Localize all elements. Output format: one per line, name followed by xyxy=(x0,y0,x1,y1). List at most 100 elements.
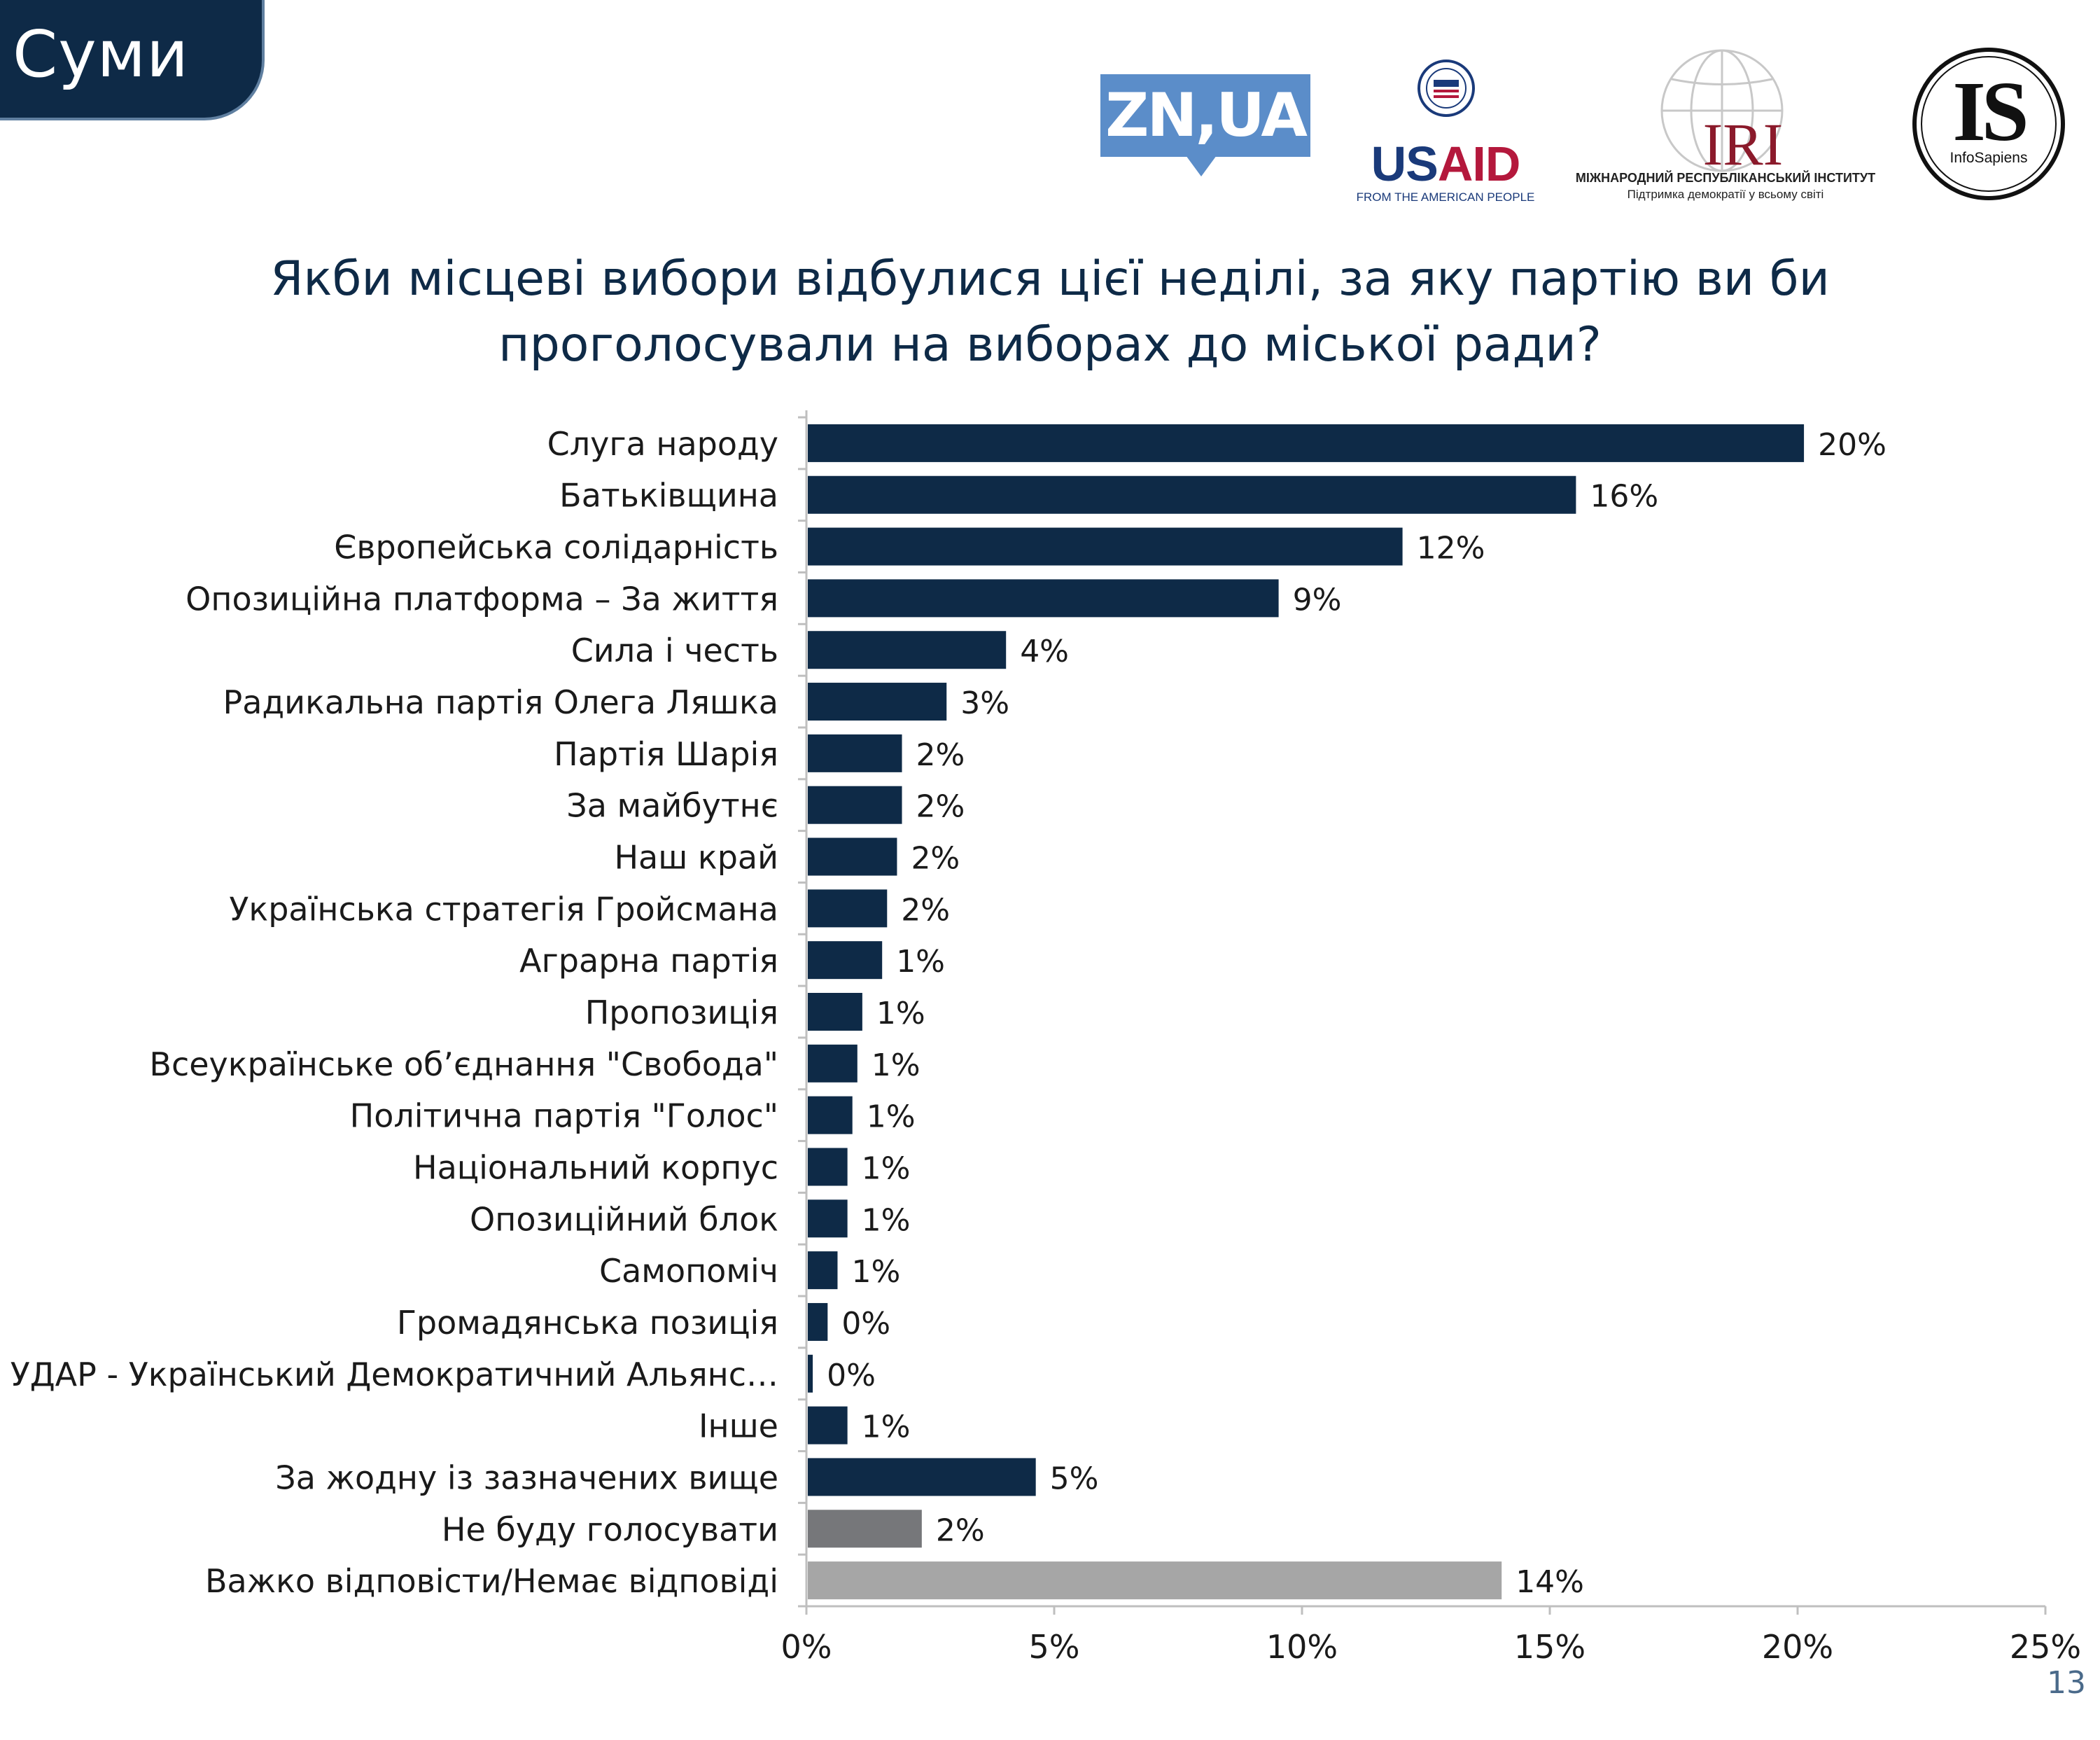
data-label: 20% xyxy=(1818,427,1886,463)
data-label: 14% xyxy=(1516,1564,1584,1600)
usaid-wordmark-aid: AID xyxy=(1437,137,1521,191)
bar xyxy=(808,1199,848,1238)
zn-ua-logo: ZN,UA xyxy=(1100,74,1310,179)
data-label: 0% xyxy=(827,1358,876,1393)
category-label: Інше xyxy=(699,1407,778,1445)
usaid-seal-icon xyxy=(1418,60,1475,117)
category-label: Батьківщина xyxy=(559,477,778,515)
page-number: 13 xyxy=(2047,1665,2086,1701)
data-label: 1% xyxy=(862,1202,911,1238)
x-tick-label: 25% xyxy=(2010,1628,2081,1666)
data-label: 1% xyxy=(851,1254,900,1290)
data-label: 5% xyxy=(1050,1461,1099,1496)
data-label: 2% xyxy=(901,892,950,928)
data-label: 1% xyxy=(872,1048,920,1083)
bar xyxy=(808,1406,848,1445)
category-label: За майбутнє xyxy=(566,787,778,825)
iri-logo: IRI МІЖНАРОДНИЙ РЕСПУБЛІКАНСЬКИЙ ІНСТИТУ… xyxy=(1568,48,1883,209)
category-label: Слуга народу xyxy=(547,425,778,463)
infosapiens-name: InfoSapiens xyxy=(1949,150,2028,166)
bar xyxy=(808,1148,848,1186)
x-tick-label: 0% xyxy=(781,1628,832,1666)
x-tick-label: 5% xyxy=(1029,1628,1080,1666)
city-tab: Суми xyxy=(0,0,265,120)
bar xyxy=(808,941,883,980)
infosapiens-ring xyxy=(1912,48,2065,200)
category-label: Важко відповісти/Немає відповіді xyxy=(205,1562,778,1600)
bar xyxy=(808,889,888,928)
data-label: 16% xyxy=(1590,479,1658,515)
infosapiens-monogram: IS xyxy=(1952,64,2029,159)
category-label: Не буду голосувати xyxy=(442,1510,778,1548)
bar xyxy=(808,1354,813,1393)
category-label: Сила і честь xyxy=(571,632,778,669)
category-label: Опозиційна платформа – За життя xyxy=(186,580,778,618)
data-label: 4% xyxy=(1020,634,1069,669)
category-label: Опозиційний блок xyxy=(470,1200,778,1238)
category-label: Аграрна партія xyxy=(519,942,778,980)
usaid-wordmark: USAID xyxy=(1351,136,1540,192)
infosapiens-logo: IS InfoSapiens xyxy=(1912,48,2075,210)
category-label: Громадянська позиція xyxy=(397,1304,778,1342)
usaid-wordmark-us: US xyxy=(1371,137,1438,191)
bar xyxy=(808,1510,922,1548)
bar xyxy=(808,683,947,721)
usaid-logo: USAID FROM THE AMERICAN PEOPLE xyxy=(1351,59,1540,206)
bar xyxy=(808,734,902,772)
category-label: Самопоміч xyxy=(599,1252,778,1290)
bar xyxy=(808,1302,828,1341)
category-label: Партія Шарія xyxy=(554,735,778,773)
bar xyxy=(808,993,862,1031)
chart-title: Якби місцеві вибори відбулися цієї неділ… xyxy=(98,246,2002,378)
data-label: 2% xyxy=(936,1512,985,1548)
data-label: 12% xyxy=(1417,531,1485,566)
zn-ua-logo-text: ZN,UA xyxy=(1100,74,1310,157)
iri-wordmark: IRI xyxy=(1702,111,1784,178)
category-label: Всеукраїнське об’єднання "Свобода" xyxy=(149,1045,778,1083)
bar xyxy=(808,1458,1036,1496)
bar xyxy=(808,527,1403,566)
bar xyxy=(808,1044,858,1083)
x-tick-label: 20% xyxy=(1762,1628,1833,1666)
chart-title-line-2: проголосували на виборах до міської ради… xyxy=(498,317,1602,373)
category-label: УДАР - Український Демократичний Альянс… xyxy=(10,1356,778,1393)
data-label: 0% xyxy=(841,1306,890,1342)
data-label: 1% xyxy=(876,996,925,1031)
data-label: 1% xyxy=(867,1099,916,1135)
iri-tagline: Підтримка демократії у всьому світі xyxy=(1627,188,1824,201)
data-label: 2% xyxy=(916,789,965,825)
bar xyxy=(808,631,1007,669)
infosapiens-inner-ring xyxy=(1921,56,2057,192)
iri-institute-name: МІЖНАРОДНИЙ РЕСПУБЛІКАНСЬКИЙ ІНСТИТУТ xyxy=(1575,171,1876,185)
usaid-tagline: FROM THE AMERICAN PEOPLE xyxy=(1356,190,1535,204)
category-label: Національний корпус xyxy=(413,1148,778,1186)
bar xyxy=(808,475,1576,514)
data-label: 1% xyxy=(862,1410,911,1445)
x-tick-label: 10% xyxy=(1266,1628,1338,1666)
bar xyxy=(808,1561,1502,1600)
x-tick-label: 15% xyxy=(1514,1628,1586,1666)
category-label: Радикальна партія Олега Ляшка xyxy=(223,683,778,721)
city-name: Суми xyxy=(13,17,189,92)
bar xyxy=(808,786,902,824)
bar xyxy=(808,579,1279,618)
category-label: Європейська солідарність xyxy=(334,529,778,566)
zn-ua-logo-tail xyxy=(1186,155,1217,176)
category-label: За жодну із зазначених вище xyxy=(275,1459,778,1496)
bar xyxy=(808,1096,853,1134)
data-label: 2% xyxy=(911,841,960,877)
data-label: 1% xyxy=(862,1150,911,1186)
bar xyxy=(808,1251,838,1290)
category-label: Пропозиція xyxy=(585,994,778,1031)
category-label: Українська стратегія Гройсмана xyxy=(229,890,778,928)
chart-title-line-1: Якби місцеві вибори відбулися цієї неділ… xyxy=(270,251,1830,307)
data-label: 1% xyxy=(896,944,945,980)
data-label: 3% xyxy=(960,685,1009,721)
data-label: 9% xyxy=(1293,582,1342,618)
bar xyxy=(808,837,897,876)
globe-icon xyxy=(1660,49,1784,172)
bar xyxy=(808,424,1805,462)
category-label: Наш край xyxy=(614,839,778,877)
category-label: Політична партія "Голос" xyxy=(350,1097,778,1135)
